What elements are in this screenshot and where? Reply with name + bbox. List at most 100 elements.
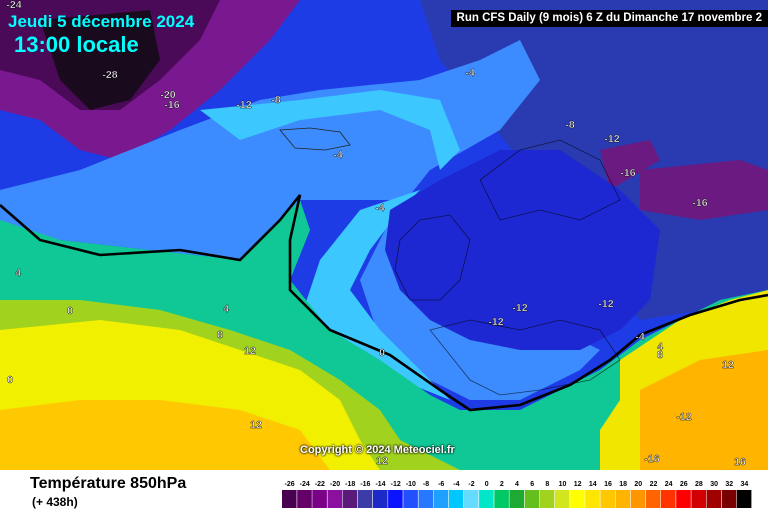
legend-tick-label: 32	[725, 481, 733, 488]
isotherm-label: -16	[164, 99, 179, 111]
legend-color-cell	[615, 490, 631, 508]
legend-color-cell	[418, 490, 434, 508]
isotherm-label: -12	[512, 302, 527, 314]
legend-tick-label: -4	[453, 481, 459, 488]
legend-tick-label: 2	[500, 481, 504, 488]
zero-isotherm	[0, 194, 768, 412]
legend-tick-label: -16	[360, 481, 370, 488]
legend-color-cell	[297, 490, 312, 508]
legend-tick-label: -12	[391, 481, 401, 488]
legend-color-cell	[600, 490, 615, 508]
isotherm-label: 16	[734, 456, 746, 468]
legend-tick-label: 22	[650, 481, 658, 488]
legend-color-cell	[494, 490, 509, 508]
legend-color-cell	[570, 490, 585, 508]
legend-color-cell	[463, 490, 479, 508]
isotherm-label: -12	[604, 133, 619, 145]
legend-tick-label: 14	[589, 481, 597, 488]
legend-tick-label: 30	[710, 481, 718, 488]
legend-color-cell	[736, 490, 752, 508]
legend-color-cell	[373, 490, 388, 508]
forecast-time: 13:00 locale	[14, 32, 139, 57]
isotherm-label: -8	[271, 94, 280, 106]
legend-color-cell	[448, 490, 464, 508]
legend-color-cell	[403, 490, 418, 508]
legend-color-cell	[312, 490, 327, 508]
legend-tick-label: 26	[680, 481, 688, 488]
isotherm-label: 12	[250, 419, 262, 431]
legend-tick-label: 20	[634, 481, 642, 488]
legend-tick-label: -2	[468, 481, 474, 488]
legend-tick-label: -24	[300, 481, 310, 488]
cold-patch-east	[640, 160, 768, 220]
color-scale-legend: -26 -24 -22 -20 -18 -16 -14 -12 -10 -8 -6 -4 -2 0 2 4 6 8…	[282, 481, 752, 508]
legend-tick-label: 24	[665, 481, 673, 488]
legend-color-cell	[509, 490, 524, 508]
legend-tick-label: 10	[559, 481, 567, 488]
legend-tick-label: 6	[530, 481, 534, 488]
legend-color-cell	[706, 490, 722, 508]
forecast-hour: (+ 438h)	[32, 495, 78, 509]
isotherm-label: -16	[620, 167, 635, 179]
legend-color-cell	[676, 490, 691, 508]
legend-tick-label: -6	[438, 481, 444, 488]
legend-color-cell	[554, 490, 570, 508]
legend-color-cell	[585, 490, 600, 508]
isotherm-label: -4	[635, 331, 644, 343]
isotherm-label: -4	[375, 202, 384, 214]
legend-color-cell	[661, 490, 676, 508]
legend-tick-label: -20	[330, 481, 340, 488]
legend-tick-label: 8	[545, 481, 549, 488]
legend-tick-label: 4	[515, 481, 519, 488]
isotherm-label: -12	[488, 316, 503, 328]
isotherm-label: 8	[657, 349, 663, 361]
legend-color-cell	[282, 490, 297, 508]
legend-tick-label: -26	[285, 481, 295, 488]
forecast-date: Jeudi 5 décembre 2024	[8, 12, 195, 31]
legend-tick-label: 18	[619, 481, 627, 488]
isotherm-label: 0	[7, 374, 13, 386]
temperature-map: -24-28-20-16 -12 -8-4-4-4-8-12-16-16-12-12…	[0, 0, 768, 470]
legend-color-cell	[433, 490, 449, 508]
warmer-region-southeast	[640, 350, 768, 470]
legend-color-cell	[388, 490, 403, 508]
legend-cells	[282, 490, 752, 508]
isotherm-label: -24	[6, 0, 21, 11]
legend-tick-label: -10	[406, 481, 416, 488]
isotherm-label: -4	[333, 149, 342, 161]
legend-ticks: -26 -24 -22 -20 -18 -16 -14 -12 -10 -8 -6 -4 -2 0 2 4 6 8…	[285, 481, 749, 488]
legend-tick-label: 12	[574, 481, 582, 488]
legend-tick-label: -22	[315, 481, 325, 488]
isotherm-label: -16	[692, 197, 707, 209]
legend-tick-label: 28	[695, 481, 703, 488]
legend-tick-label: 0	[485, 481, 489, 488]
isotherm-label: -8	[565, 119, 574, 131]
legend-color-cell	[645, 490, 661, 508]
isotherm-label: -12	[598, 298, 613, 310]
greenland-coldest-core	[40, 10, 160, 110]
legend-tick-label: -18	[345, 481, 355, 488]
isotherm-label: 0	[67, 305, 73, 317]
legend-color-cell	[630, 490, 646, 508]
copyright-watermark: Copyright © 2024 Meteociel.fr	[300, 444, 455, 456]
isotherm-labels: -24-28-20-16 -12 -8-4-4-4-8-12-16-16-12-12…	[6, 0, 746, 468]
isotherm-label: -16	[644, 453, 659, 465]
legend-color-cell	[721, 490, 737, 508]
legend-tick-label: 34	[741, 481, 749, 488]
cold-core-europe	[385, 150, 660, 350]
isotherm-label: 12	[244, 345, 256, 357]
isotherm-label: 0	[379, 347, 385, 359]
legend-color-cell	[524, 490, 540, 508]
legend-tick-label: 16	[604, 481, 612, 488]
isotherm-label: 12	[722, 359, 734, 371]
legend-color-cell	[691, 490, 706, 508]
legend-color-cell	[479, 490, 494, 508]
isotherm-label: -20	[160, 89, 175, 101]
legend-color-cell	[342, 490, 358, 508]
legend-tick-label: -8	[423, 481, 429, 488]
orange-region	[0, 400, 330, 470]
isotherm-label: -4	[465, 67, 474, 79]
isotherm-label: 8	[217, 329, 223, 341]
iceland-outline	[279, 127, 351, 151]
